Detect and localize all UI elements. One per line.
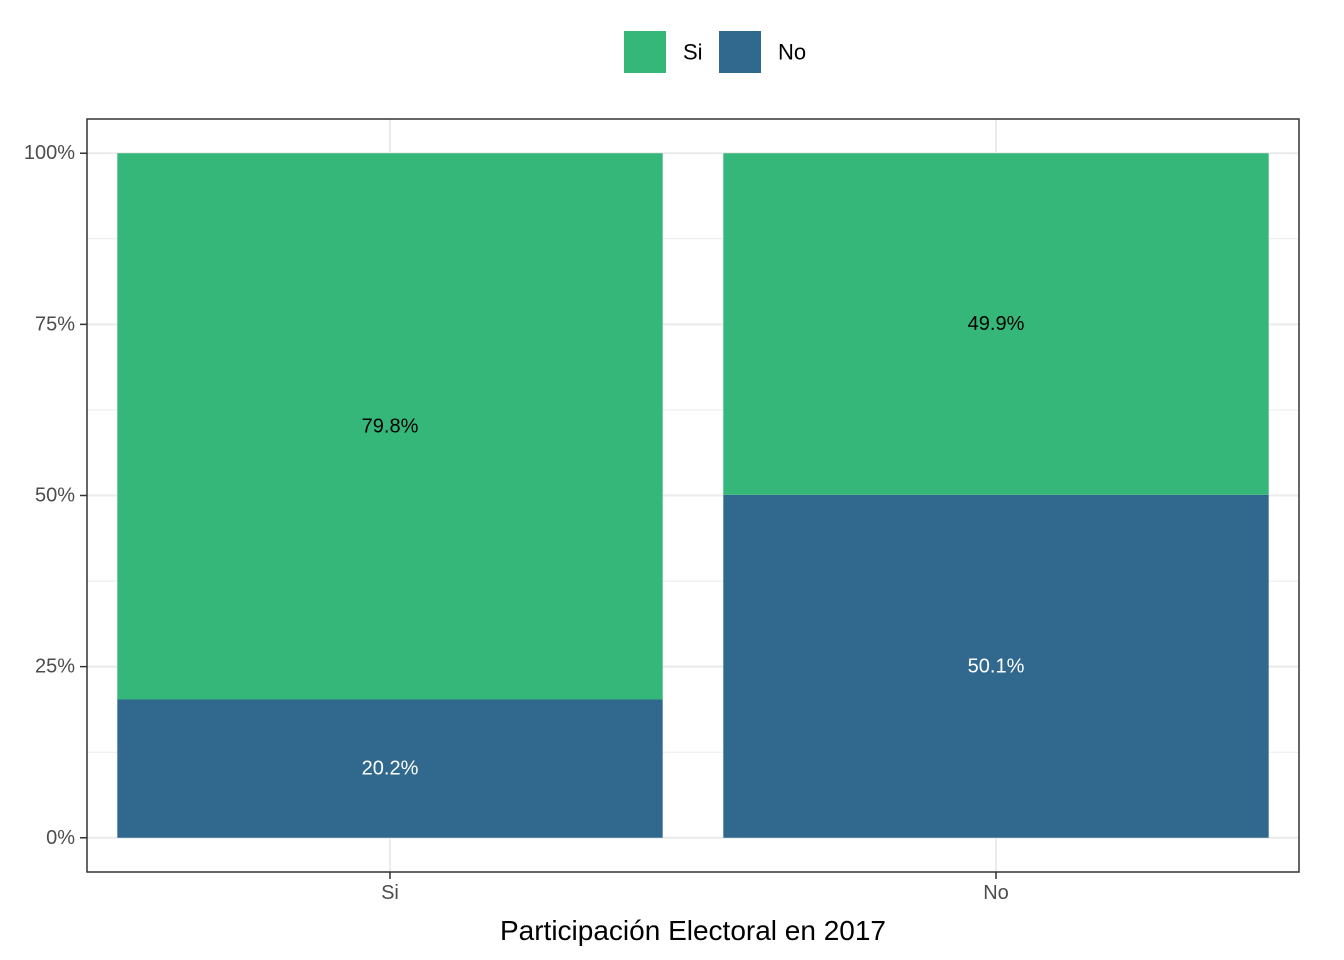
bar-si-si [117,153,663,700]
bar-si-no [117,699,663,838]
data-label: 79.8% [362,415,419,437]
data-label: 50.1% [968,655,1025,677]
y-tick-label: 75% [35,313,75,335]
data-labels: 20.2% 79.8% 50.1% 49.9% [362,313,1025,780]
legend-label: No [778,40,806,65]
y-axis: 0% 25% 50% 75% 100% [24,142,87,849]
x-tick-label: No [983,882,1009,904]
legend-key-si [624,31,666,73]
data-label: 20.2% [362,758,419,780]
x-axis: Si No [381,872,1009,904]
x-tick-label: Si [381,882,399,904]
plot-area: 20.2% 79.8% 50.1% 49.9% [86,118,1300,873]
legend-key-no [719,31,761,73]
legend: Si No [624,31,806,73]
bars [117,153,1269,838]
data-label: 49.9% [968,313,1025,335]
y-tick-label: 25% [35,656,75,678]
y-tick-label: 50% [35,485,75,507]
bar-no-si [723,153,1269,495]
bar-no-no [723,494,1269,838]
y-tick-label: 100% [24,142,75,164]
x-axis-title: Participación Electoral en 2017 [500,915,886,946]
y-tick-label: 0% [46,827,75,849]
legend-label: Si [683,40,703,65]
